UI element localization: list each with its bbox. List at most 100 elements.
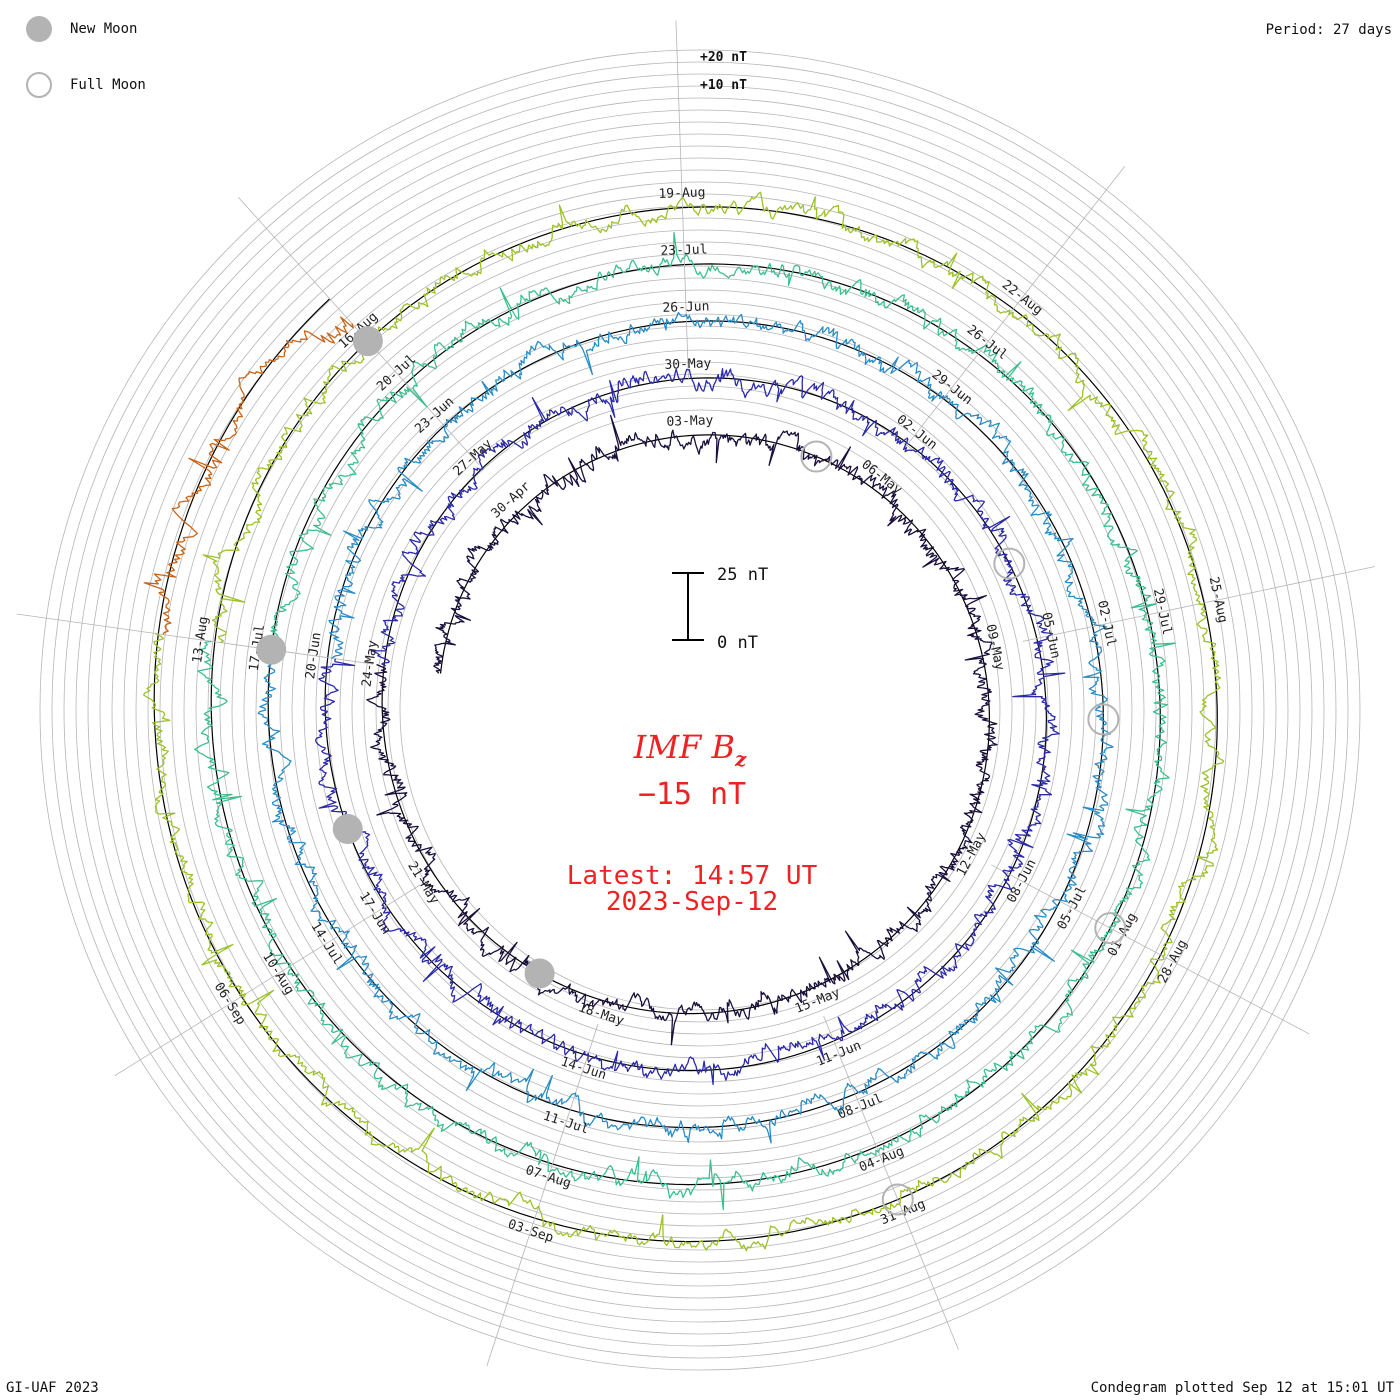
grid-ring <box>399 409 1001 1011</box>
grid-ring <box>51 61 1349 1359</box>
series-trace-3 <box>257 311 1114 1144</box>
grid-ring <box>243 253 1157 1167</box>
grid-ring <box>375 385 1025 1035</box>
grid-ring <box>267 277 1133 1143</box>
date-label: 11-Jun <box>814 1038 863 1070</box>
grid-ring <box>207 217 1193 1203</box>
new-moon-icon <box>26 16 52 42</box>
full-moon-marker <box>881 1183 914 1216</box>
radial-spokes <box>16 20 1376 1367</box>
full-moon-marker <box>1087 703 1120 736</box>
full-moon-marker <box>993 547 1026 580</box>
new-moon-marker <box>352 326 383 357</box>
grid-ring <box>315 325 1085 1095</box>
grid-ring <box>159 169 1241 1251</box>
quantity-label: IMF Bz <box>633 728 747 771</box>
radial-spoke <box>991 864 1310 1035</box>
date-labels: 30-Apr03-May06-May09-May12-May15-May18-M… <box>190 185 1230 1246</box>
full-moon-marker <box>1094 912 1127 945</box>
grid-ring <box>195 205 1205 1215</box>
series-trace-4 <box>194 231 1176 1211</box>
grid-ring <box>219 229 1181 1191</box>
grid-ring <box>339 349 1061 1071</box>
date-label: 30-Apr <box>489 479 534 522</box>
date-label: 26-Jun <box>662 299 709 316</box>
footer-plotted-time: Condegram plotted Sep 12 at 15:01 UT <box>1090 1380 1394 1396</box>
period-label: Period: 27 days <box>1265 22 1392 38</box>
radial-spoke <box>823 1015 959 1350</box>
scale-ring-label-20: +20 nT <box>700 50 747 65</box>
radial-spoke <box>16 613 374 665</box>
series-trace-6 <box>143 316 354 635</box>
grid-ring <box>363 373 1037 1047</box>
date-label: 13-Aug <box>190 616 211 665</box>
scale-top-label: 25 nT <box>717 565 768 585</box>
grid-ring <box>171 181 1229 1239</box>
latest-time: Latest: 14:57 UT <box>567 861 818 891</box>
grid-ring <box>291 301 1109 1119</box>
date-label: 05-Jun <box>1038 611 1062 660</box>
legend-full-moon-label: Full Moon <box>70 77 146 93</box>
date-label: 05-Jul <box>1055 884 1090 933</box>
moon-legend: New Moon Full Moon <box>26 14 146 126</box>
grid-ring <box>255 265 1145 1155</box>
series-traces <box>142 191 1225 1252</box>
scale-ring-label-10: +10 nT <box>700 78 747 93</box>
scale-bottom-label: 0 nT <box>717 633 758 653</box>
date-label: 27-May <box>450 436 495 479</box>
radial-spoke <box>114 884 421 1076</box>
date-label: 28-Aug <box>1155 937 1190 986</box>
date-label: 30-May <box>664 356 712 373</box>
grid-ring <box>327 337 1073 1083</box>
center-readout: IMF Bz −15 nT Latest: 14:57 UT 2023-Sep-… <box>567 728 818 917</box>
grid-ring <box>39 49 1361 1371</box>
date-label: 23-Jul <box>660 242 707 259</box>
date-label: 23-Jun <box>412 394 457 437</box>
grid-ring <box>63 73 1337 1347</box>
legend-full-moon: Full Moon <box>26 70 146 100</box>
footer-credit: GI-UAF 2023 <box>6 1380 99 1396</box>
new-moon-marker <box>332 813 363 844</box>
series-trace-1 <box>366 414 998 1046</box>
radial-spoke <box>902 166 1126 451</box>
date-label: 19-Aug <box>658 185 705 202</box>
current-value: −15 nT <box>638 777 746 812</box>
latest-date: 2023-Sep-12 <box>606 887 778 917</box>
grid-ring <box>123 133 1277 1287</box>
grid-ring <box>75 85 1325 1335</box>
grid-ring <box>99 109 1301 1311</box>
scale-ring-labels: +20 nT +10 nT <box>700 50 747 93</box>
ring-grid <box>39 49 1361 1371</box>
grid-ring <box>351 361 1049 1059</box>
date-label: 29-Jul <box>1150 587 1174 636</box>
radial-spoke <box>486 1023 599 1367</box>
new-moon-marker <box>256 634 287 665</box>
grid-ring <box>387 397 1013 1023</box>
date-label: 24-May <box>359 639 380 688</box>
grid-ring <box>231 241 1169 1179</box>
new-moon-marker <box>524 958 555 989</box>
radial-spoke <box>675 20 689 381</box>
date-label: 02-Jul <box>1094 599 1118 648</box>
grid-ring <box>87 97 1313 1323</box>
grid-ring <box>135 145 1265 1275</box>
date-label: 25-Aug <box>1206 575 1230 624</box>
legend-new-moon: New Moon <box>26 14 146 44</box>
grid-ring <box>183 193 1217 1227</box>
grid-ring <box>147 157 1253 1263</box>
date-label: 06-May <box>858 457 904 498</box>
date-label: 03-May <box>666 413 714 430</box>
full-moon-icon <box>26 72 52 98</box>
series-trace-2 <box>315 368 1066 1086</box>
legend-new-moon-label: New Moon <box>70 21 138 37</box>
date-label: 20-Jun <box>303 631 324 680</box>
series-trace-5 <box>142 191 1225 1252</box>
moon-markers <box>256 326 1127 1216</box>
scale-bar: 25 nT 0 nT <box>672 565 768 653</box>
date-label: 17-Jun <box>356 889 394 937</box>
date-label: 02-Jun <box>894 412 940 453</box>
full-moon-marker <box>800 440 833 473</box>
grid-ring <box>111 121 1289 1299</box>
date-label: 08-Jul <box>836 1091 885 1123</box>
